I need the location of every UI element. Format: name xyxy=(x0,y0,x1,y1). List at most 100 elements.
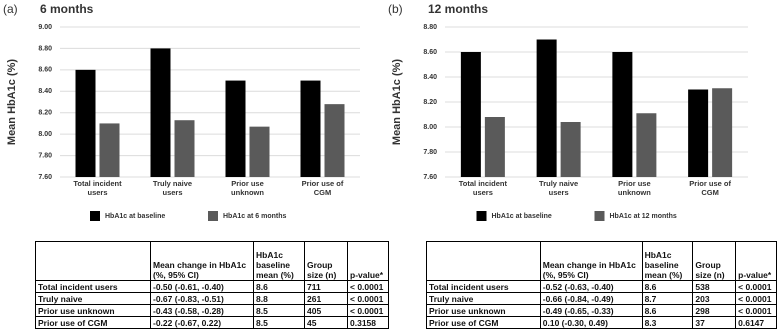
bar xyxy=(75,69,96,177)
bar xyxy=(460,52,481,177)
table-cell: Prior use of CGM xyxy=(35,316,151,329)
table-cell: < 0.0001 xyxy=(347,304,389,317)
y-tick-label: 8.00 xyxy=(38,131,52,138)
table-cell: < 0.0001 xyxy=(347,280,389,293)
results-table: Mean change in HbA1c (%, 95% CI) HbA1c ba… xyxy=(35,241,389,329)
x-tick-label-box: Truly naive users xyxy=(539,179,579,197)
bar xyxy=(560,122,581,177)
y-tick-label: 7.80 xyxy=(38,152,52,159)
figure: (a) 6 months Mean HbA1c (%) 7.60 7.80 8.00 8.2… xyxy=(3,2,748,221)
bar xyxy=(249,126,270,177)
table-cell: 8.7 xyxy=(641,292,694,305)
bar xyxy=(612,52,633,177)
x-tick-label: Truly naive users xyxy=(539,179,579,197)
table-cell: Prior use unknown xyxy=(426,304,541,317)
legend-label: HbA1c at 6 months xyxy=(223,213,287,220)
header-cell: Mean change in HbA1c (%, 95% CI) xyxy=(539,241,643,281)
table-cell: 538 xyxy=(692,280,737,293)
table-cell: < 0.0001 xyxy=(735,304,777,317)
y-tick-label: 8.00 xyxy=(423,124,437,131)
table-cell: -0.43 (-0.58, -0.28) xyxy=(150,304,254,317)
chart-title: 12 months xyxy=(428,2,488,16)
table-cell: 203 xyxy=(692,292,737,305)
bar xyxy=(636,113,657,177)
bar xyxy=(484,117,505,177)
table-cell: 298 xyxy=(692,304,737,317)
table-cell: 0.6147 xyxy=(735,316,777,329)
y-tick-label: 9.00 xyxy=(38,24,52,31)
y-axis-label: Mean HbA1c (%) xyxy=(391,59,403,146)
panel-label: (b) xyxy=(388,2,403,16)
bar xyxy=(712,88,733,177)
x-tick-label: Truly naive users xyxy=(152,179,193,197)
x-tick-label-box: Truly naive users xyxy=(152,179,193,197)
legend-swatch xyxy=(594,211,605,221)
x-tick-label-box: Total incident users xyxy=(458,179,507,197)
header-cell: Mean change in HbA1c (%, 95% CI) xyxy=(150,241,254,281)
table-cell: Truly naive xyxy=(35,292,151,305)
bar xyxy=(174,120,195,177)
table-cell: 37 xyxy=(692,316,737,329)
table-cell: -0.52 (-0.63, -0.40) xyxy=(539,280,643,293)
table-cell: 8.8 xyxy=(253,292,305,305)
x-tick-label-box: Prior use of CGM xyxy=(301,179,344,197)
table-cell: 8.5 xyxy=(253,316,305,329)
table-cell: 8.6 xyxy=(641,280,694,293)
bar xyxy=(324,104,345,177)
table-cell: 8.3 xyxy=(641,316,694,329)
bar xyxy=(99,123,120,177)
table-cell: 8.5 xyxy=(253,304,305,317)
bar xyxy=(300,80,321,177)
header-cell: Group size (n) xyxy=(304,241,348,281)
header-cell xyxy=(35,241,151,281)
table-cell: -0.67 (-0.83, -0.51) xyxy=(150,292,254,305)
x-tick-label: Prior use of CGM xyxy=(301,179,344,197)
table-cell: 711 xyxy=(304,280,348,293)
table-cell: -0.66 (-0.84, -0.49) xyxy=(539,292,643,305)
y-tick-label: 7.60 xyxy=(38,174,52,181)
y-tick-label: 8.40 xyxy=(423,74,437,81)
table-cell: 8.6 xyxy=(253,280,305,293)
table-cell: Total incident users xyxy=(426,280,541,293)
y-tick-label: 7.80 xyxy=(423,149,437,156)
legend-label: HbA1c at baseline xyxy=(105,213,165,220)
x-tick-label-box: Total incident users xyxy=(73,179,122,197)
table-cell: < 0.0001 xyxy=(735,292,777,305)
table-cell: -0.49 (-0.65, -0.33) xyxy=(539,304,643,317)
bar xyxy=(150,48,171,177)
x-tick-label: Prior use of CGM xyxy=(689,179,731,197)
legend-label: HbA1c at baseline xyxy=(492,213,552,220)
table-cell: Total incident users xyxy=(35,280,151,293)
x-tick-label: Total incident users xyxy=(458,179,507,197)
x-tick-label: Prior use unknown xyxy=(617,179,651,197)
x-tick-label-box: Prior use of CGM xyxy=(689,179,731,197)
y-tick-label: 7.60 xyxy=(423,174,437,181)
y-tick-label: 8.20 xyxy=(423,99,437,106)
x-tick-label: Total incident users xyxy=(73,179,122,197)
table-cell: -0.22 (-0.67, 0.22) xyxy=(150,316,254,329)
header-cell: HbA1c baseline mean (%) xyxy=(641,241,694,281)
table-cell: Prior use of CGM xyxy=(426,316,541,329)
table-cell: 45 xyxy=(304,316,348,329)
y-tick-label: 8.80 xyxy=(423,24,437,31)
table-cell: 261 xyxy=(304,292,348,305)
x-tick-label-box: Prior use unknown xyxy=(617,179,651,197)
table-cell: < 0.0001 xyxy=(735,280,777,293)
header-cell: p-value* xyxy=(735,241,777,281)
header-cell: Group size (n) xyxy=(692,241,737,281)
header-cell: HbA1c baseline mean (%) xyxy=(253,241,305,281)
legend-label: HbA1c at 12 months xyxy=(610,213,677,220)
bar xyxy=(688,89,709,177)
bar xyxy=(536,39,557,177)
results-table: Mean change in HbA1c (%, 95% CI) HbA1c ba… xyxy=(426,241,777,329)
table-cell: Truly naive xyxy=(426,292,541,305)
table-cell: 405 xyxy=(304,304,348,317)
legend-swatch xyxy=(208,211,218,221)
bar xyxy=(225,80,246,177)
table-cell: -0.50 (-0.61, -0.40) xyxy=(150,280,254,293)
chart-title: 6 months xyxy=(40,2,94,16)
y-tick-label: 8.80 xyxy=(38,45,52,52)
y-tick-label: 8.60 xyxy=(38,67,52,74)
header-cell: p-value* xyxy=(347,241,389,281)
